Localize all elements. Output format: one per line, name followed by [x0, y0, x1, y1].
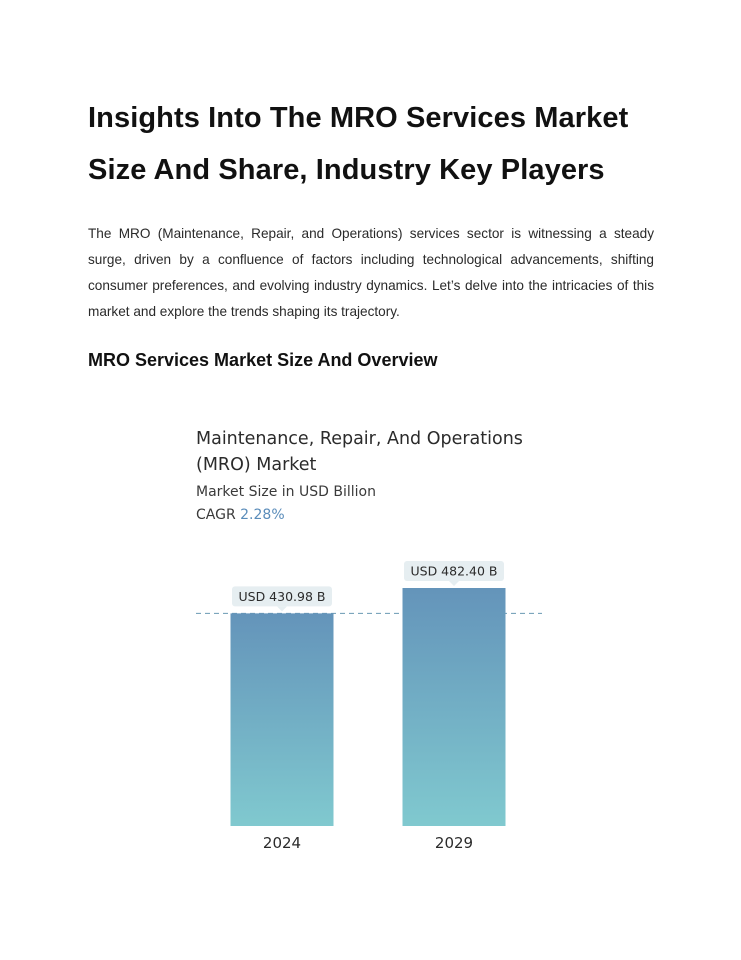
cagr-value: 2.28%: [240, 507, 285, 523]
section-heading: MRO Services Market Size And Overview: [88, 350, 438, 370]
cagr-line: CAGR 2.28%: [196, 505, 285, 525]
x-tick-label: 2024: [263, 834, 301, 852]
chart-subtitle: Market Size in USD Billion: [196, 484, 376, 500]
value-label-box: [232, 586, 332, 607]
market-size-infographic: USD 430.98 B 2024 USD 482.40 B 2029 Mainten…: [160, 410, 580, 870]
bar-value-label: USD 430.98 B: [239, 589, 326, 604]
bar-value-label: USD 482.40 B: [411, 564, 498, 579]
value-label-pointer: [277, 606, 287, 612]
value-label-pointer: [449, 581, 459, 586]
chart-title: Maintenance, Repair, And Operations (MRO…: [196, 429, 523, 475]
value-label-box: [404, 561, 504, 581]
bar-2029: [402, 588, 506, 826]
bar-2024: [230, 613, 334, 826]
intro-paragraph: The MRO (Maintenance, Repair, and Operat…: [88, 226, 654, 319]
x-tick-label: 2029: [435, 834, 473, 852]
cagr-label: CAGR: [196, 507, 236, 523]
page-title: Insights Into The MRO Services Market Si…: [88, 102, 629, 186]
bar-chart: USD 430.98 B 2024 USD 482.40 B 2029: [196, 561, 542, 852]
